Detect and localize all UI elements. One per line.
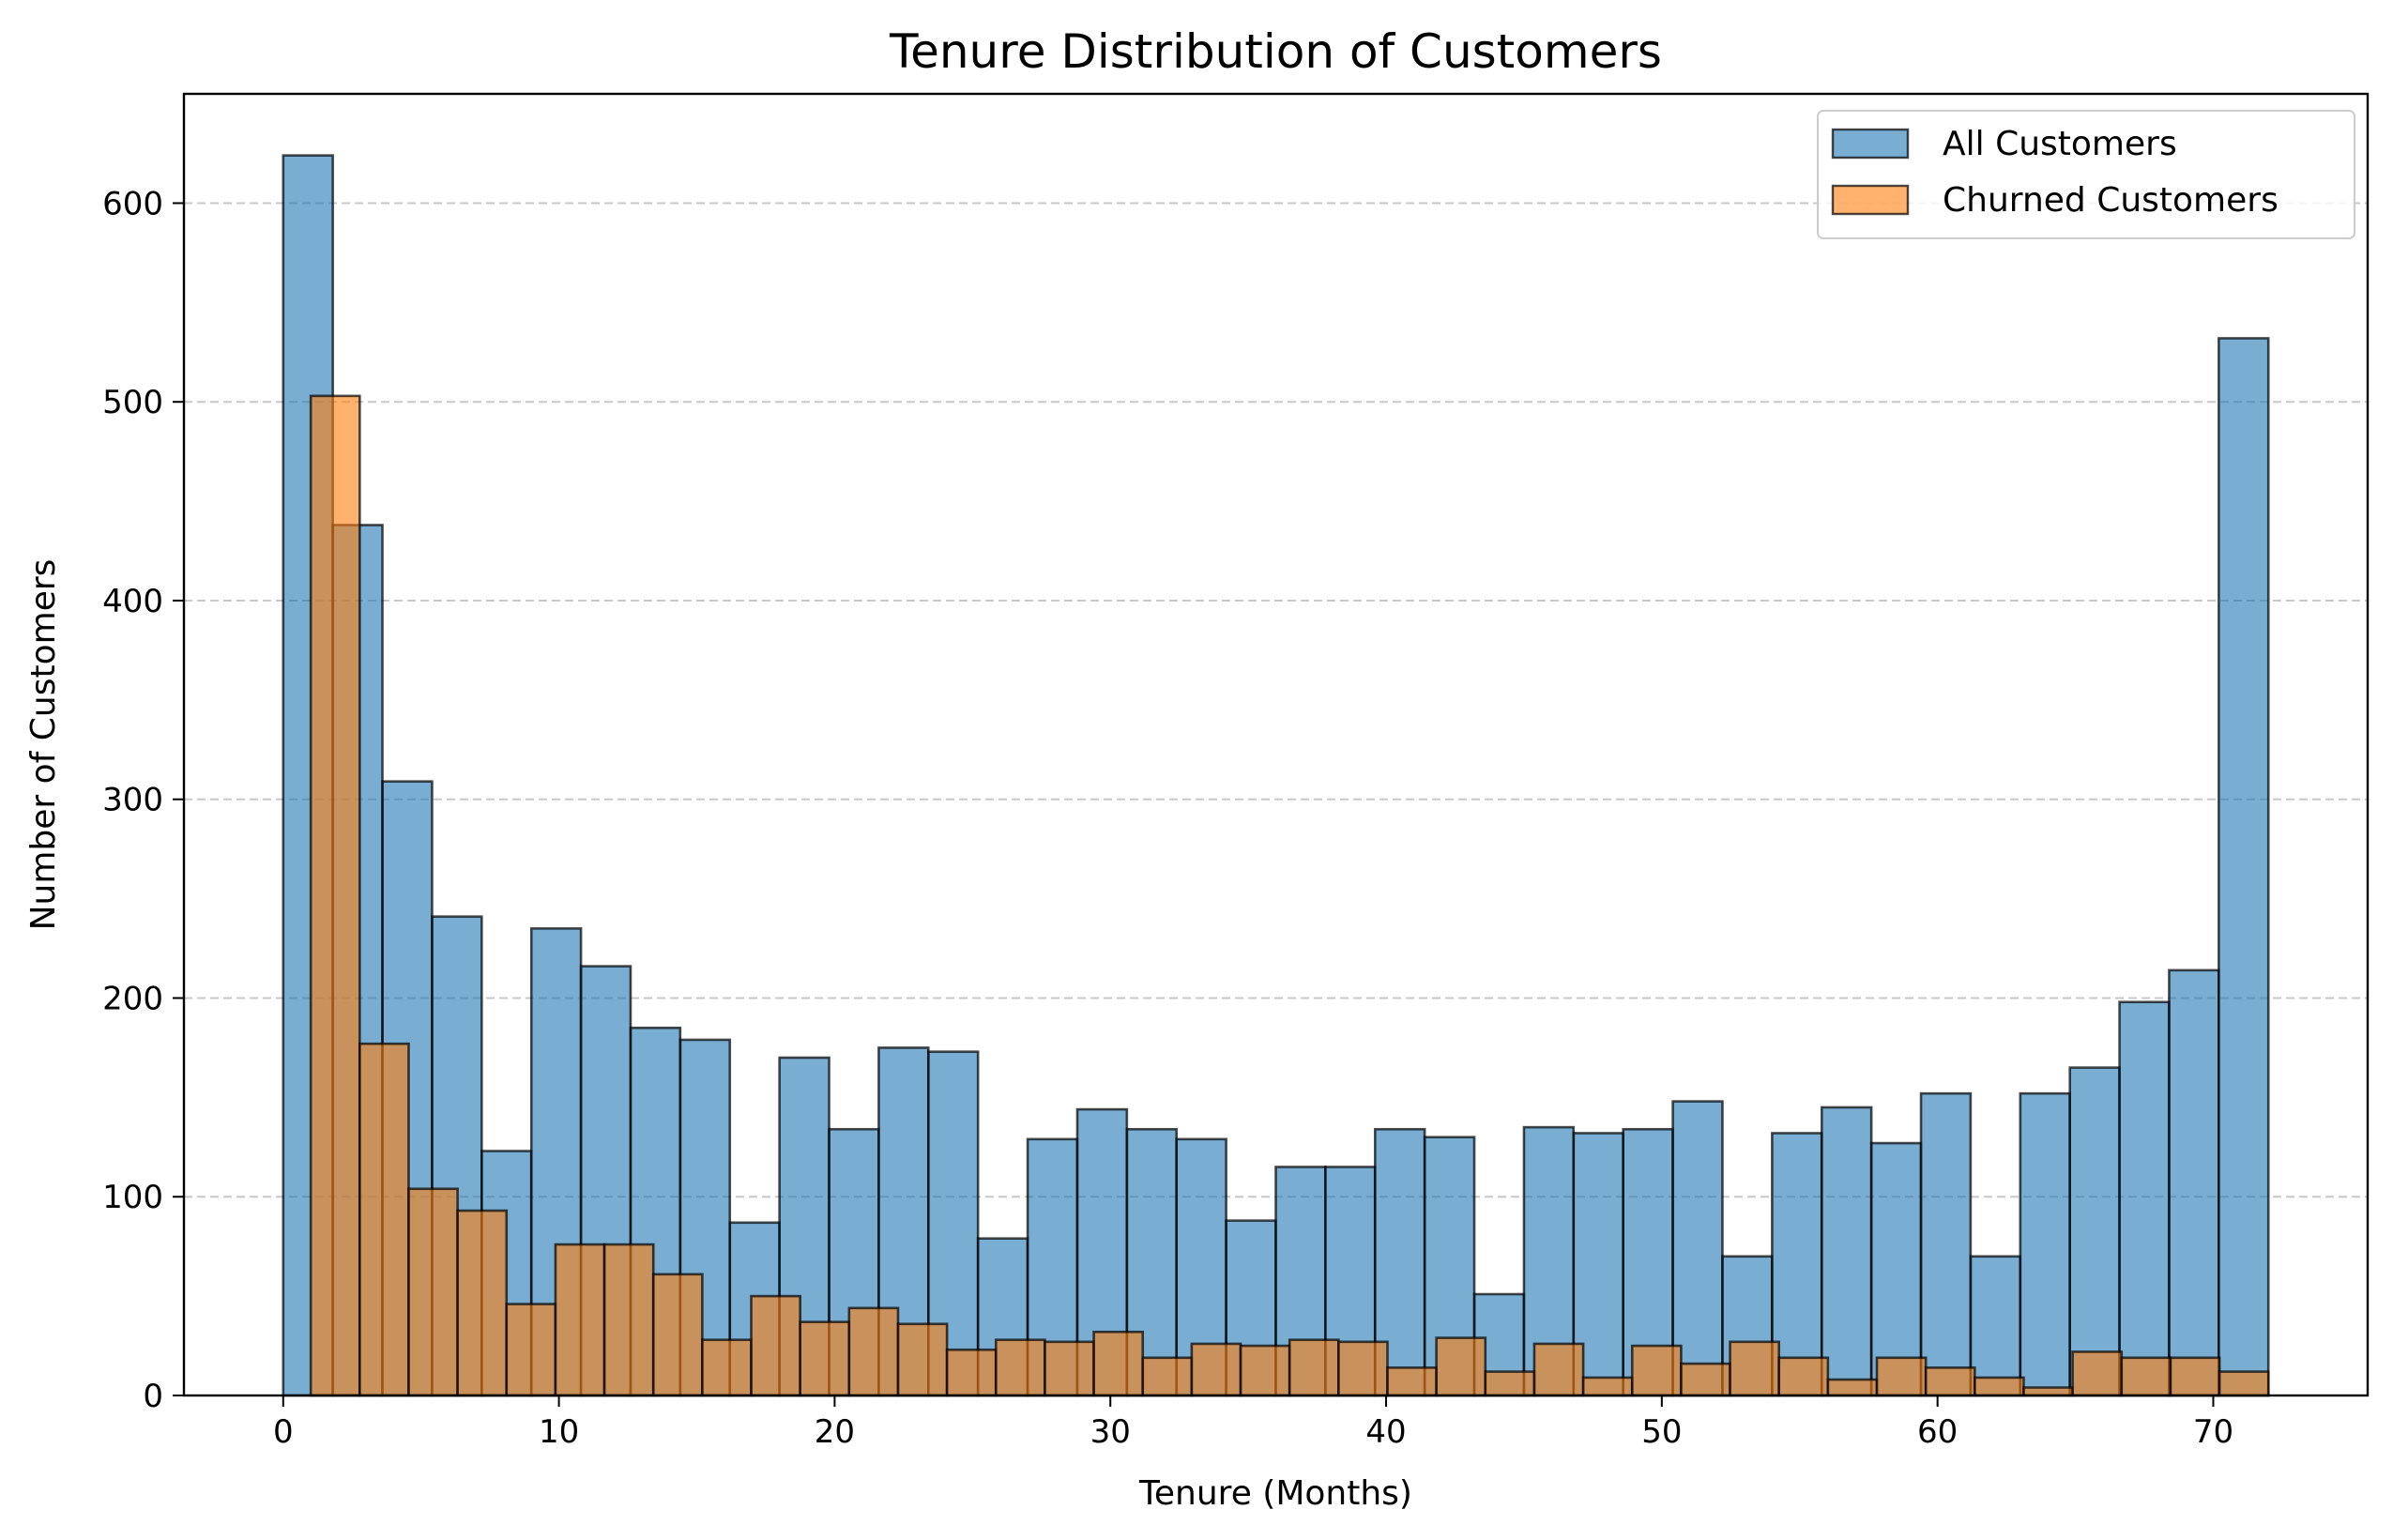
bar: [1729, 1340, 1781, 1397]
x-tick-label: 0: [273, 1413, 294, 1451]
bar: [1777, 1356, 1830, 1397]
x-tick-label: 50: [1641, 1413, 1682, 1451]
x-tick-label: 70: [2193, 1413, 2233, 1451]
bar: [2071, 1350, 2124, 1397]
bar: [994, 1338, 1046, 1397]
bar: [651, 1273, 704, 1397]
bar: [456, 1209, 509, 1397]
bar: [1581, 1376, 1634, 1397]
legend-swatch-churned-customers: [1831, 184, 1910, 216]
y-tick-label: 200: [102, 980, 163, 1017]
bar: [1092, 1330, 1145, 1397]
bar: [1484, 1370, 1536, 1397]
y-tick-label: 500: [102, 384, 163, 421]
bar: [505, 1303, 557, 1397]
bar: [1875, 1356, 1928, 1397]
bar: [407, 1187, 459, 1397]
bar: [2022, 1386, 2074, 1397]
bar: [1532, 1342, 1585, 1397]
bar: [799, 1320, 851, 1397]
bar: [1820, 1105, 1873, 1397]
bar: [1826, 1378, 1879, 1397]
bar: [1680, 1362, 1731, 1397]
legend: All Customers Churned Customers: [1817, 110, 2355, 239]
y-tick-label: 300: [102, 782, 163, 819]
y-tick-label: 100: [102, 1179, 163, 1216]
bar: [847, 1306, 900, 1397]
x-tick-label: 20: [815, 1413, 855, 1451]
bar: [2169, 1356, 2221, 1397]
bar: [945, 1348, 998, 1397]
bar: [1630, 1344, 1683, 1397]
bar: [1435, 1336, 1487, 1397]
y-tick-label: 600: [102, 185, 163, 222]
plot-area-frame: [182, 92, 2370, 1397]
x-tick-label: 30: [1090, 1413, 1131, 1451]
bar: [701, 1338, 753, 1397]
x-axis-label: Tenure (Months): [1138, 1474, 1412, 1513]
bar: [554, 1243, 606, 1397]
bar: [309, 394, 361, 1397]
bar: [2218, 337, 2270, 1397]
y-tick-label: 0: [143, 1378, 163, 1415]
bar: [1044, 1340, 1095, 1397]
bar: [1386, 1366, 1438, 1397]
bar: [750, 1294, 801, 1397]
x-axis-ticks: 0 10 20 30 40 50 60 70: [273, 1395, 2233, 1451]
legend-swatch-all-customers: [1831, 128, 1910, 160]
bar: [1869, 1141, 1923, 1397]
bar: [896, 1322, 949, 1397]
bar: [1974, 1376, 2025, 1397]
bar: [2218, 1370, 2270, 1397]
y-axis-label: Number of Customers: [24, 559, 63, 931]
bar: [1288, 1338, 1340, 1397]
y-tick-label: 400: [102, 583, 163, 620]
bar: [2118, 1000, 2171, 1397]
bar: [358, 1042, 410, 1397]
bar: [2068, 1066, 2121, 1397]
y-axis-ticks: 0 100 200 300 400 500 600: [102, 185, 184, 1415]
bar: [602, 1243, 655, 1397]
bar: [2168, 968, 2220, 1397]
legend-label-churned-customers: Churned Customers: [1943, 181, 2279, 220]
bar: [1190, 1342, 1242, 1397]
legend-box: [1817, 110, 2355, 239]
bar: [1924, 1366, 1976, 1397]
x-tick-label: 10: [539, 1413, 579, 1451]
bar: [2019, 1091, 2071, 1397]
bar: [1337, 1340, 1389, 1397]
chart-title: Tenure Distribution of Customers: [889, 24, 1662, 79]
bar: [1141, 1356, 1194, 1397]
x-tick-label: 60: [1917, 1413, 1958, 1451]
x-tick-label: 40: [1365, 1413, 1406, 1451]
bar: [1919, 1091, 1973, 1397]
bar: [1239, 1344, 1291, 1397]
bar: [1969, 1255, 2022, 1397]
bar: [2120, 1356, 2172, 1397]
legend-label-all-customers: All Customers: [1943, 125, 2177, 163]
